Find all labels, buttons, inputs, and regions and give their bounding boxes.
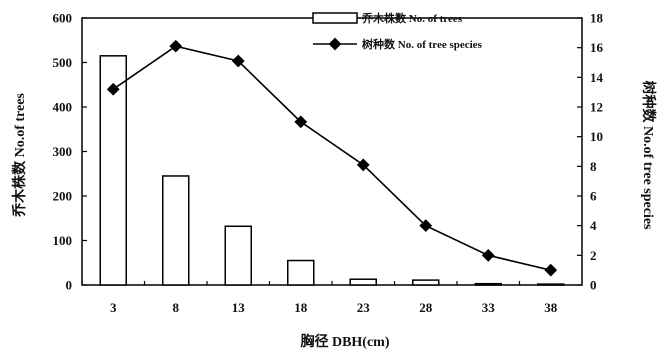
species-line — [112, 45, 551, 271]
bar — [162, 175, 190, 286]
left-y-tick-labels: 0 100 200 300 400 500 600 — [53, 11, 73, 293]
right-y-tick-label: 0 — [590, 278, 597, 293]
bar-series — [99, 55, 565, 286]
line-point — [169, 39, 183, 53]
right-y-tick-label: 4 — [590, 218, 597, 233]
right-y-tick-labels: 0 2 4 6 8 10 12 14 16 18 — [590, 11, 604, 293]
plot-border — [81, 17, 583, 286]
right-y-axis-title: 树种数 No.of tree species — [640, 80, 657, 230]
left-y-tick-label: 200 — [53, 189, 73, 204]
left-y-tick-label: 0 — [66, 278, 73, 293]
x-tick-label: 23 — [357, 300, 371, 315]
right-y-tick-label: 16 — [590, 40, 604, 55]
line-series — [106, 39, 558, 277]
bar — [537, 283, 565, 286]
left-y-tick-label: 400 — [53, 100, 73, 115]
legend-line-marker — [328, 37, 342, 51]
bar — [412, 279, 440, 286]
legend-bar-label: 乔木株数 No. of trees — [361, 11, 463, 25]
legend-bar-swatch — [312, 12, 358, 24]
right-y-tick-label: 8 — [590, 159, 597, 174]
line-point — [544, 263, 558, 277]
x-tick-labels: 3 8 13 18 23 28 33 38 — [110, 300, 558, 315]
x-tick-label: 3 — [110, 300, 117, 315]
bar — [287, 259, 315, 286]
right-y-tick-label: 12 — [590, 100, 603, 115]
x-tick-label: 13 — [232, 300, 246, 315]
left-y-tick-label: 600 — [53, 11, 73, 26]
plot-frame — [81, 17, 583, 286]
bar — [224, 225, 252, 286]
x-tick-label: 38 — [544, 300, 558, 315]
x-tick-label: 8 — [173, 300, 180, 315]
line-point — [231, 54, 245, 68]
x-tick-label: 33 — [482, 300, 496, 315]
line-point — [294, 115, 308, 129]
left-y-axis-title: 乔木株数 No.of trees — [11, 93, 28, 218]
x-tick-label: 28 — [419, 300, 433, 315]
bar — [349, 278, 377, 286]
line-point — [481, 248, 495, 262]
legend: 乔木株数 No. of trees 树种数 No. of tree specie… — [312, 11, 483, 51]
right-y-tick-label: 14 — [590, 70, 604, 85]
line-point — [356, 158, 370, 172]
right-y-tick-label: 10 — [590, 129, 603, 144]
legend-line-label: 树种数 No. of tree species — [362, 37, 483, 51]
left-y-tick-label: 500 — [53, 55, 73, 70]
line-point — [419, 219, 433, 233]
right-y-tick-label: 2 — [590, 248, 597, 263]
left-y-tick-label: 300 — [53, 144, 73, 159]
bar — [474, 282, 502, 286]
left-y-tick-label: 100 — [53, 233, 73, 248]
x-axis-title: 胸径 DBH(cm) — [300, 333, 389, 350]
right-y-tick-label: 18 — [590, 11, 604, 26]
x-tick-label: 18 — [294, 300, 308, 315]
right-y-tick-label: 6 — [590, 189, 597, 204]
